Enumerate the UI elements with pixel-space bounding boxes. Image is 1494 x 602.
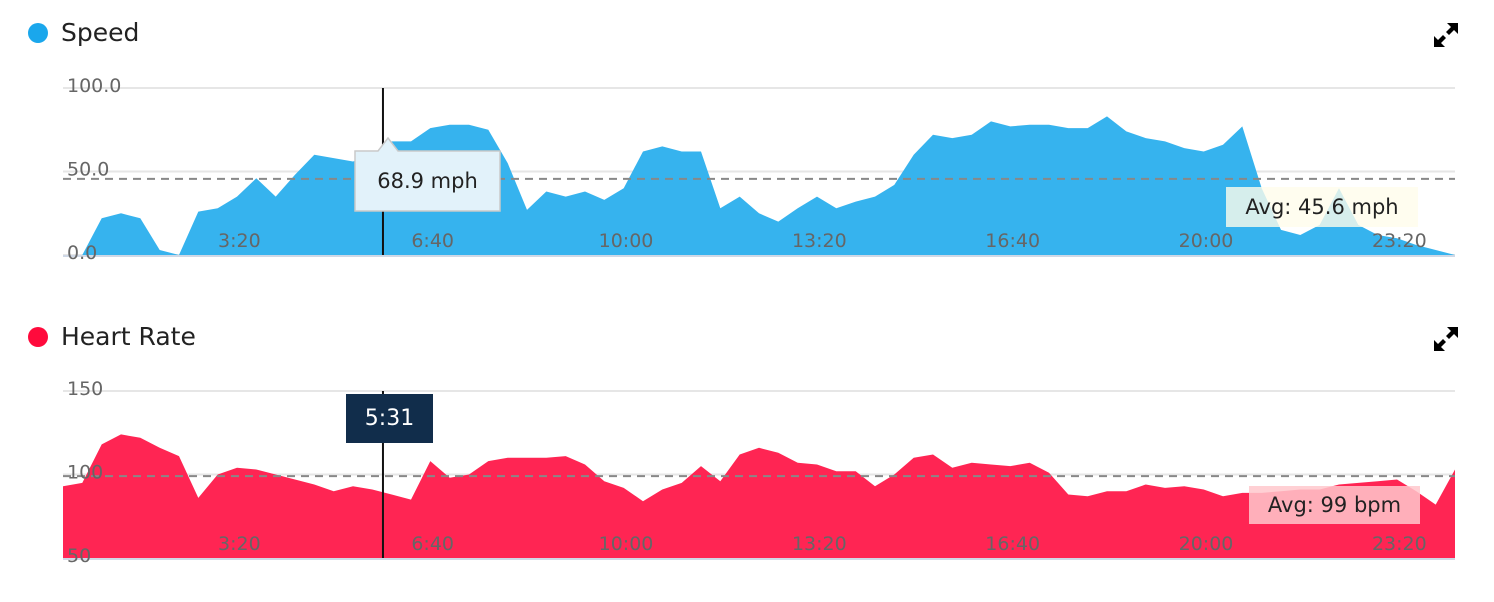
x-tick-label: 13:20	[792, 533, 847, 555]
heart-rate-legend: Heart Rate	[28, 322, 196, 351]
y-tick-label: 150	[67, 378, 103, 400]
speed-readout: 68.9 mph	[377, 168, 478, 193]
speed-legend: Speed	[28, 18, 139, 47]
expand-icon[interactable]	[1433, 326, 1459, 352]
y-tick-label: 50.0	[67, 159, 109, 181]
x-tick-label: 20:00	[1179, 533, 1234, 555]
y-tick-label: 0.0	[67, 242, 97, 264]
x-tick-label: 23:20	[1372, 230, 1427, 252]
y-tick-label: 50	[67, 545, 91, 567]
x-tick-label: 16:40	[985, 230, 1040, 252]
heart-rate-area	[63, 434, 1455, 558]
speed-average-label: Avg: 45.6 mph	[1226, 187, 1418, 227]
x-tick-label: 3:20	[218, 533, 261, 555]
speed-title: Speed	[61, 18, 140, 47]
x-tick-label: 13:20	[792, 230, 847, 252]
x-tick-label: 16:40	[985, 533, 1040, 555]
heart-rate-average-label: Avg: 99 bpm	[1249, 486, 1420, 524]
x-tick-label: 23:20	[1372, 533, 1427, 555]
speed-tooltip: 68.9 mph	[354, 136, 501, 212]
y-tick-label: 100	[67, 462, 103, 484]
x-tick-label: 3:20	[218, 230, 261, 252]
cursor-time-label: 5:31	[346, 394, 433, 443]
heart-rate-title: Heart Rate	[61, 322, 196, 351]
x-tick-label: 6:40	[411, 533, 454, 555]
expand-icon[interactable]	[1433, 22, 1459, 48]
speed-legend-dot	[28, 22, 48, 43]
heart-rate-legend-dot	[28, 326, 48, 347]
x-tick-label: 10:00	[599, 533, 654, 555]
x-tick-label: 20:00	[1179, 230, 1234, 252]
x-tick-label: 10:00	[599, 230, 654, 252]
x-tick-label: 6:40	[411, 230, 454, 252]
y-tick-label: 100.0	[67, 75, 121, 97]
